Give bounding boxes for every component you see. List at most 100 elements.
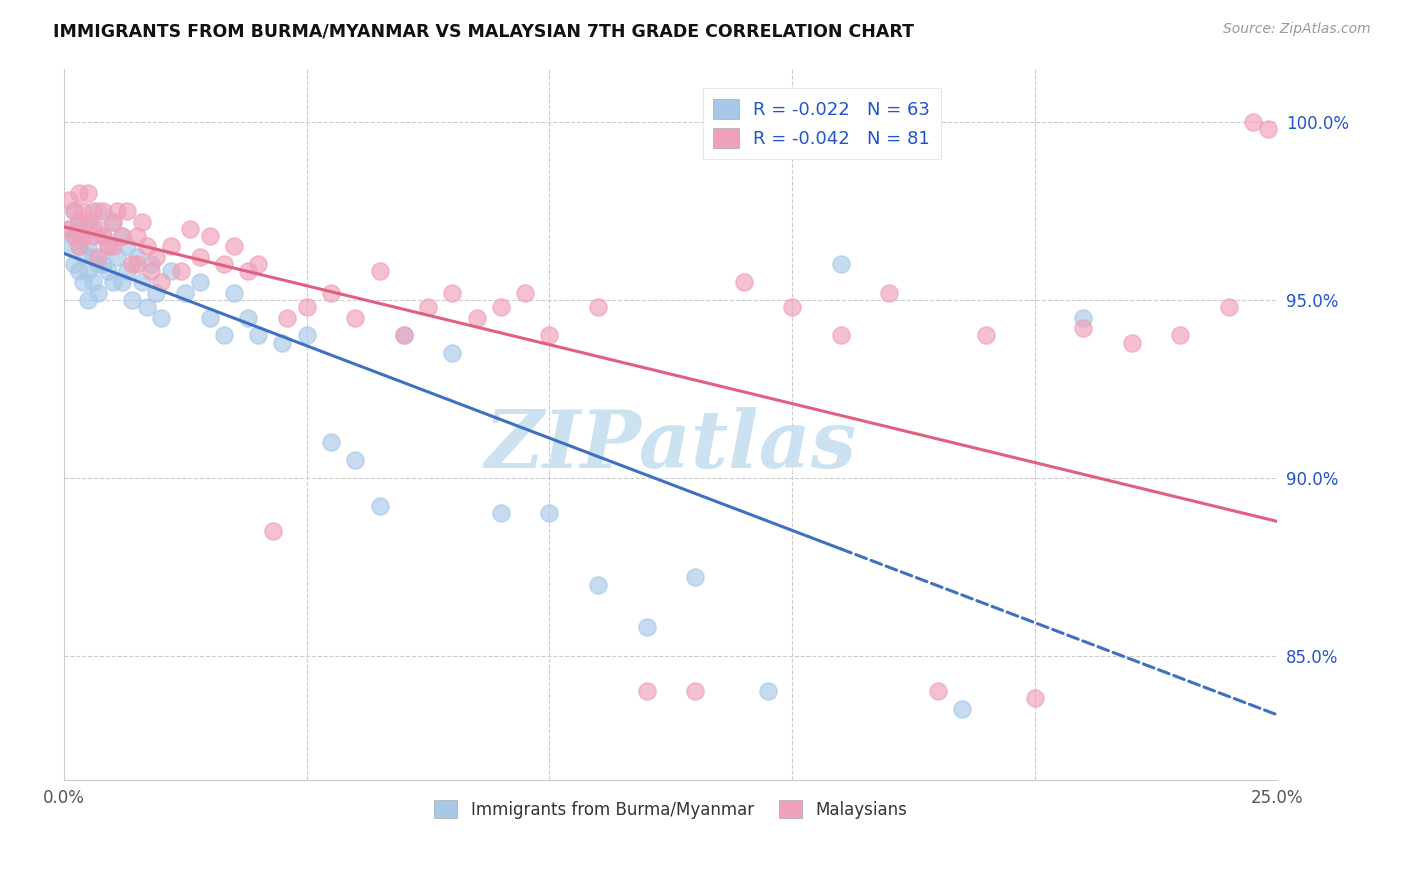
Point: [97, 239, 120, 253]
Point: [77, 214, 100, 228]
Point: [135, 300, 157, 314]
Point: [222, 285, 245, 300]
Point: [58, 193, 80, 207]
Point: [58, 221, 80, 235]
Point: [392, 328, 415, 343]
Point: [1315, 720, 1337, 734]
Point: [636, 684, 658, 698]
Point: [198, 310, 221, 325]
Point: [77, 186, 100, 200]
Point: [87, 285, 110, 300]
Point: [1277, 122, 1299, 136]
Point: [150, 275, 173, 289]
Point: [77, 239, 100, 253]
Point: [115, 203, 138, 218]
Point: [1073, 310, 1095, 325]
Point: [1241, 115, 1264, 129]
Point: [1374, 748, 1396, 763]
Point: [67, 186, 90, 200]
Point: [1354, 756, 1376, 770]
Point: [121, 293, 143, 307]
Point: [87, 250, 110, 264]
Point: [222, 239, 245, 253]
Point: [72, 275, 94, 289]
Point: [150, 310, 173, 325]
Point: [188, 250, 211, 264]
Point: [756, 684, 779, 698]
Point: [91, 203, 114, 218]
Point: [586, 300, 609, 314]
Point: [91, 228, 114, 243]
Point: [62, 228, 84, 243]
Point: [1364, 720, 1386, 734]
Point: [141, 257, 163, 271]
Point: [77, 214, 100, 228]
Point: [238, 264, 260, 278]
Point: [111, 228, 134, 243]
Point: [247, 328, 270, 343]
Point: [368, 264, 391, 278]
Point: [82, 221, 104, 235]
Point: [247, 257, 270, 271]
Point: [319, 435, 342, 450]
Point: [77, 264, 100, 278]
Point: [160, 239, 183, 253]
Point: [97, 264, 120, 278]
Point: [1344, 727, 1367, 741]
Point: [91, 257, 114, 271]
Point: [974, 328, 997, 343]
Point: [82, 250, 104, 264]
Point: [683, 684, 706, 698]
Point: [392, 328, 415, 343]
Point: [160, 264, 183, 278]
Point: [368, 500, 391, 514]
Point: [82, 203, 104, 218]
Point: [1073, 321, 1095, 335]
Point: [636, 620, 658, 634]
Point: [1305, 684, 1327, 698]
Point: [62, 203, 84, 218]
Point: [465, 310, 488, 325]
Point: [441, 346, 464, 360]
Point: [198, 228, 221, 243]
Point: [262, 524, 284, 538]
Point: [115, 239, 138, 253]
Point: [1388, 738, 1406, 752]
Point: [125, 250, 148, 264]
Point: [733, 275, 755, 289]
Point: [115, 264, 138, 278]
Point: [87, 221, 110, 235]
Point: [107, 203, 129, 218]
Point: [82, 228, 104, 243]
Point: [1170, 328, 1192, 343]
Point: [67, 239, 90, 253]
Point: [67, 214, 90, 228]
Point: [1024, 691, 1046, 706]
Point: [344, 453, 367, 467]
Point: [830, 328, 852, 343]
Point: [1324, 738, 1347, 752]
Point: [188, 275, 211, 289]
Point: [538, 507, 561, 521]
Text: ZIPatlas: ZIPatlas: [485, 407, 856, 484]
Point: [538, 328, 561, 343]
Point: [441, 285, 464, 300]
Point: [950, 702, 973, 716]
Point: [489, 507, 512, 521]
Point: [179, 221, 201, 235]
Point: [141, 264, 163, 278]
Point: [111, 275, 134, 289]
Point: [927, 684, 949, 698]
Point: [295, 328, 318, 343]
Point: [515, 285, 537, 300]
Point: [62, 257, 84, 271]
Point: [683, 570, 706, 584]
Point: [877, 285, 900, 300]
Point: [125, 257, 148, 271]
Point: [111, 228, 134, 243]
Point: [212, 257, 235, 271]
Point: [101, 239, 124, 253]
Point: [125, 228, 148, 243]
Point: [276, 310, 298, 325]
Point: [1121, 335, 1143, 350]
